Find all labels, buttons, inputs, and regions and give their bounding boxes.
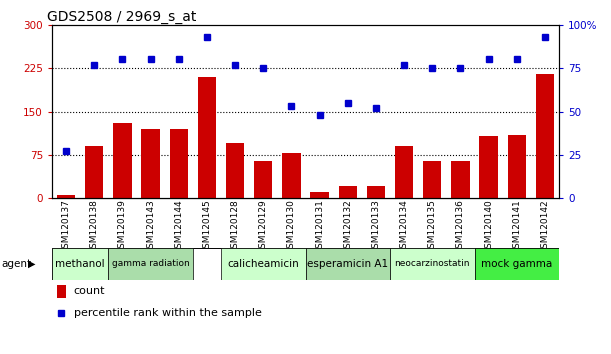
Text: GSM120141: GSM120141	[512, 199, 521, 254]
Text: GSM120140: GSM120140	[484, 199, 493, 254]
Text: agent: agent	[2, 259, 32, 269]
Bar	[536, 74, 554, 198]
Text: GSM120131: GSM120131	[315, 199, 324, 254]
Text: GSM120143: GSM120143	[146, 199, 155, 254]
Bar	[226, 143, 244, 198]
Text: GSM120144: GSM120144	[174, 199, 183, 254]
Bar	[338, 185, 357, 198]
Text: GSM120137: GSM120137	[62, 199, 70, 254]
Text: GSM120139: GSM120139	[118, 199, 127, 254]
Text: esperamicin A1: esperamicin A1	[307, 259, 389, 269]
Text: GSM120132: GSM120132	[343, 199, 353, 254]
Bar	[108, 248, 193, 280]
Text: GSM120135: GSM120135	[428, 199, 437, 254]
Text: GSM120129: GSM120129	[258, 199, 268, 254]
Bar	[141, 129, 159, 198]
Text: GDS2508 / 2969_s_at: GDS2508 / 2969_s_at	[47, 10, 196, 24]
Bar	[390, 248, 475, 280]
Bar	[475, 248, 559, 280]
Text: ▶: ▶	[28, 259, 35, 269]
Bar	[395, 146, 413, 198]
Text: GSM120145: GSM120145	[202, 199, 211, 254]
Text: GSM120142: GSM120142	[541, 199, 549, 254]
Bar	[52, 248, 108, 280]
Bar	[306, 248, 390, 280]
Bar	[198, 77, 216, 198]
Text: calicheamicin: calicheamicin	[227, 259, 299, 269]
Bar	[508, 135, 526, 198]
Text: mock gamma: mock gamma	[481, 259, 552, 269]
Text: GSM120136: GSM120136	[456, 199, 465, 254]
Bar	[310, 193, 329, 198]
Bar	[452, 161, 470, 198]
Text: GSM120133: GSM120133	[371, 199, 381, 254]
Bar	[57, 285, 66, 297]
Text: GSM120134: GSM120134	[400, 199, 409, 254]
Text: count: count	[74, 286, 105, 296]
Text: percentile rank within the sample: percentile rank within the sample	[74, 308, 262, 318]
Text: GSM120128: GSM120128	[230, 199, 240, 254]
Text: neocarzinostatin: neocarzinostatin	[395, 259, 470, 268]
Text: methanol: methanol	[56, 259, 105, 269]
Text: GSM120130: GSM120130	[287, 199, 296, 254]
Bar	[170, 129, 188, 198]
Bar	[85, 146, 103, 198]
Text: gamma radiation: gamma radiation	[112, 259, 189, 268]
Bar	[480, 136, 498, 198]
Bar	[367, 185, 385, 198]
Bar	[221, 248, 306, 280]
Bar	[57, 195, 75, 198]
Bar	[113, 123, 131, 198]
Bar	[254, 161, 273, 198]
Text: GSM120138: GSM120138	[90, 199, 99, 254]
Bar	[282, 153, 301, 198]
Bar	[423, 161, 441, 198]
